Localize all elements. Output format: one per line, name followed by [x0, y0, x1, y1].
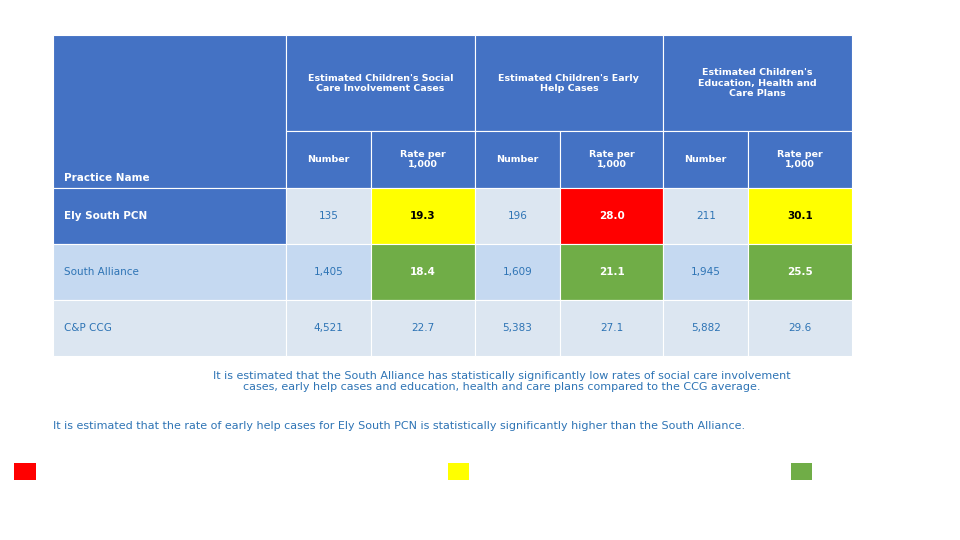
- Bar: [663, 131, 749, 188]
- Text: 135: 135: [319, 211, 339, 221]
- Bar: [448, 463, 469, 481]
- Bar: [53, 35, 286, 188]
- Bar: [286, 244, 372, 300]
- Bar: [286, 188, 372, 244]
- Text: Estimated Children's Early
Help Cases: Estimated Children's Early Help Cases: [498, 73, 639, 93]
- Bar: [749, 188, 852, 244]
- Text: 28.0: 28.0: [599, 211, 624, 221]
- Bar: [53, 300, 286, 356]
- Text: Ely South PCN: Ely South PCN: [63, 211, 147, 221]
- Text: 5,383: 5,383: [502, 323, 532, 333]
- Bar: [663, 35, 852, 131]
- Bar: [286, 35, 474, 131]
- Text: Rate per
1,000: Rate per 1,000: [400, 150, 446, 170]
- Bar: [372, 244, 474, 300]
- Text: 30.1: 30.1: [787, 211, 813, 221]
- Text: 19.3: 19.3: [410, 211, 436, 221]
- Text: South Alliance: South Alliance: [63, 267, 138, 277]
- Text: C&P CCG: C&P CCG: [63, 323, 111, 333]
- Bar: [372, 188, 474, 244]
- Bar: [560, 188, 663, 244]
- Text: 1,609: 1,609: [502, 267, 532, 277]
- Text: Source: Cambridgeshire County Council, BI team.  Estimates derived from the LSOA: Source: Cambridgeshire County Council, B…: [14, 503, 757, 524]
- Text: It is estimated that the South Alliance has statistically significantly low rate: It is estimated that the South Alliance …: [213, 370, 790, 392]
- Bar: [372, 131, 474, 188]
- Text: 196: 196: [508, 211, 527, 221]
- Text: 5,882: 5,882: [691, 323, 721, 333]
- Bar: [663, 300, 749, 356]
- Text: Estimated Children's Social
Care Involvement Cases: Estimated Children's Social Care Involve…: [307, 73, 453, 93]
- Bar: [663, 244, 749, 300]
- Text: Children’s Social Care: Children’s Social Care: [10, 9, 215, 26]
- Text: 29.6: 29.6: [788, 323, 811, 333]
- Text: 21.1: 21.1: [599, 267, 624, 277]
- Bar: [474, 35, 663, 131]
- Bar: [286, 131, 372, 188]
- Bar: [749, 300, 852, 356]
- Text: 1,405: 1,405: [314, 267, 344, 277]
- Bar: [286, 300, 372, 356]
- Text: Rate per
1,000: Rate per 1,000: [588, 150, 635, 170]
- Text: 1,945: 1,945: [691, 267, 721, 277]
- Text: 27.1: 27.1: [600, 323, 623, 333]
- Bar: [560, 300, 663, 356]
- Text: 25.5: 25.5: [787, 267, 813, 277]
- Text: 18.4: 18.4: [410, 267, 436, 277]
- Bar: [372, 300, 474, 356]
- Bar: [53, 188, 286, 244]
- Text: Estimated Children's
Education, Health and
Care Plans: Estimated Children's Education, Health a…: [698, 69, 817, 98]
- Bar: [474, 300, 560, 356]
- Text: 22.7: 22.7: [412, 323, 435, 333]
- Bar: [749, 131, 852, 188]
- Text: 4,521: 4,521: [314, 323, 344, 333]
- Bar: [474, 244, 560, 300]
- Text: 211: 211: [696, 211, 716, 221]
- Text: Rate per
1,000: Rate per 1,000: [778, 150, 823, 170]
- Bar: [560, 131, 663, 188]
- Text: It is estimated that the rate of early help cases for Ely South PCN is statistic: It is estimated that the rate of early h…: [53, 421, 745, 431]
- Text: statistically similar to next level in hierarchy: statistically similar to next level in h…: [477, 468, 668, 476]
- Bar: [474, 188, 560, 244]
- Text: Number: Number: [496, 155, 539, 164]
- Bar: [474, 131, 560, 188]
- Bar: [560, 244, 663, 300]
- Bar: [791, 463, 812, 481]
- Text: Number: Number: [684, 155, 727, 164]
- Text: Practice Name: Practice Name: [63, 173, 149, 183]
- Text: statistically significantly lower than next level in hierarchy: statistically significantly lower than n…: [820, 468, 960, 476]
- Text: statistically significantly higher than next level in hierarchy: statistically significantly higher than …: [43, 468, 300, 476]
- Text: Number: Number: [307, 155, 350, 164]
- Bar: [14, 463, 36, 481]
- Bar: [53, 244, 286, 300]
- Bar: [749, 244, 852, 300]
- Bar: [663, 188, 749, 244]
